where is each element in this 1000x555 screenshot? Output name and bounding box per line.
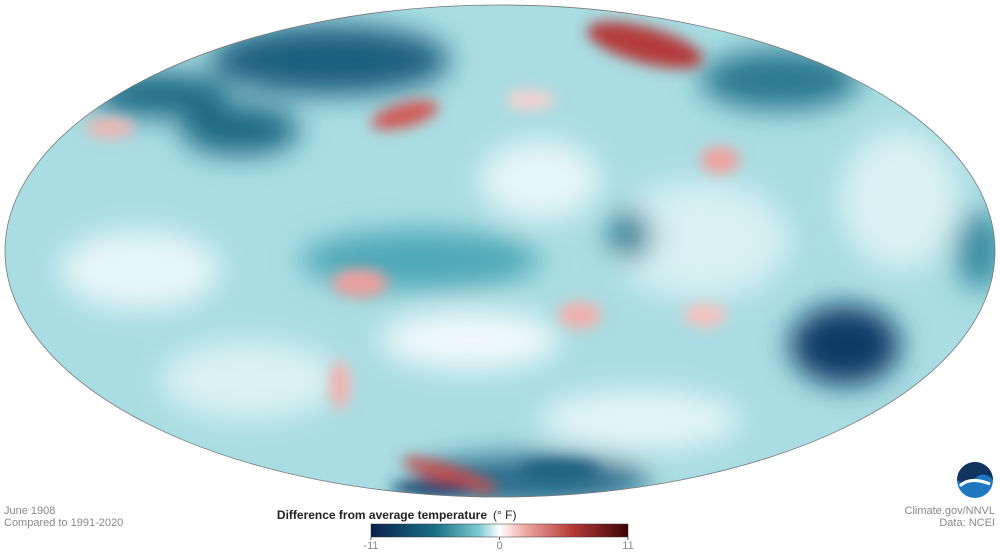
colorbar [370, 523, 629, 538]
noaa-logo [957, 462, 993, 498]
colorbar-tick-label: -11 [363, 540, 378, 552]
temperature-map [5, 5, 995, 497]
colorbar-tick-label: 0 [496, 540, 502, 552]
data-source-label: Data: NCEI [939, 517, 995, 529]
legend: Difference from average temperature (° F… [277, 508, 634, 552]
legend-title: Difference from average temperature [277, 508, 487, 522]
globe-outline [4, 4, 996, 498]
date-label: June 1908 [4, 505, 55, 517]
baseline-label: Compared to 1991-2020 [4, 517, 123, 529]
colorbar-tick-label: 11 [622, 540, 633, 552]
source-label: Climate.gov/NNVL [905, 505, 995, 517]
legend-unit: (° F) [493, 508, 516, 522]
